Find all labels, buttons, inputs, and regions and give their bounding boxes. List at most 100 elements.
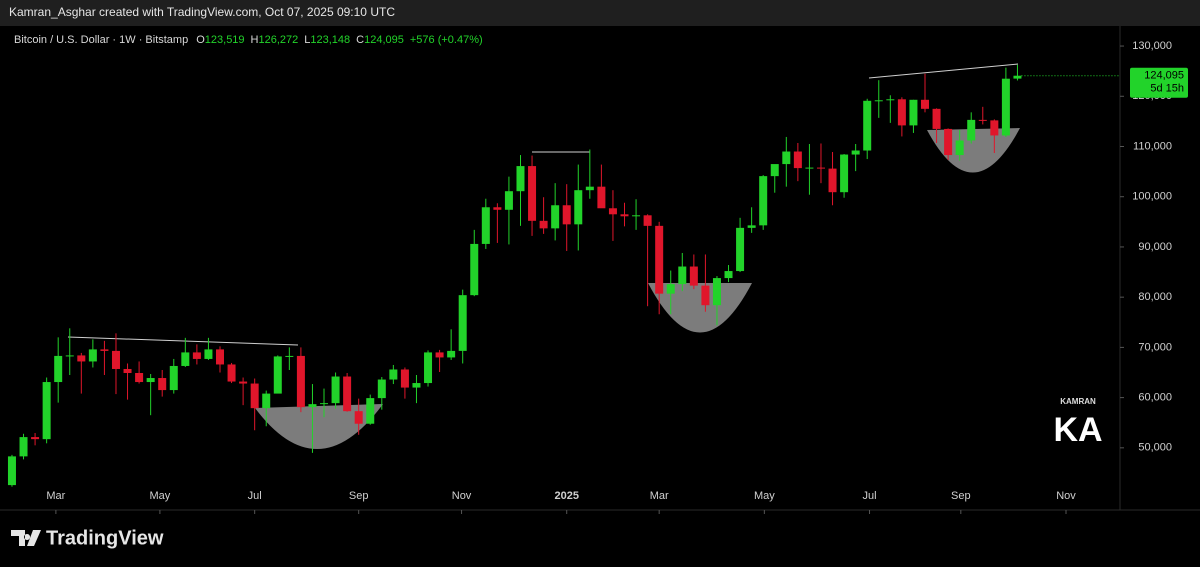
x-tick-label: Jul: [248, 490, 262, 502]
x-tick-label: Mar: [650, 490, 669, 502]
candle-body: [944, 128, 953, 156]
candle-body: [285, 355, 294, 357]
candle-body: [874, 100, 883, 102]
watermark: KAMRAN: [1060, 397, 1096, 406]
trend-line: [67, 336, 299, 346]
candle-body: [828, 168, 837, 193]
candle-body: [412, 383, 421, 388]
candle-body: [135, 373, 144, 383]
candle-body: [689, 266, 698, 286]
candle-body: [851, 150, 860, 155]
price-tag-countdown: 5d 15h: [1150, 83, 1184, 95]
candle-body: [100, 349, 109, 351]
candle-body: [123, 368, 132, 374]
x-tick-label: Sep: [349, 490, 369, 502]
candle-body: [759, 176, 768, 226]
top-bar: [0, 0, 1200, 26]
candle-body: [181, 352, 190, 366]
candle-body: [146, 378, 155, 383]
candle-body: [42, 382, 51, 440]
candle-body: [562, 205, 571, 225]
ohlc-legend: O 123,519 H 126,272 L 123,148 C 124,095 +576 (+0…: [196, 34, 482, 46]
candle-body: [65, 355, 74, 357]
candle-body: [296, 355, 305, 408]
x-tick-label: May: [150, 490, 171, 502]
candle-body: [54, 355, 63, 383]
candle-body: [724, 271, 733, 279]
x-tick-label: Jul: [862, 490, 876, 502]
candle-body: [597, 186, 606, 209]
candle-body: [551, 205, 560, 229]
candle-body: [770, 164, 779, 177]
candle-body: [528, 166, 537, 221]
candle-body: [424, 352, 433, 384]
candle-body: [400, 369, 409, 388]
x-tick-label: Mar: [46, 490, 65, 502]
y-tick-label: 60,000: [1138, 392, 1172, 404]
candle-body: [632, 215, 641, 217]
change: +576 (+0.47%): [410, 34, 483, 46]
candle-body: [782, 151, 791, 165]
candle-body: [77, 355, 86, 362]
x-tick-label: 2025: [554, 490, 578, 502]
stat-value: 124,095: [364, 34, 404, 46]
candle-body: [19, 437, 28, 457]
candle-body: [655, 225, 664, 294]
x-tick-label: May: [754, 490, 775, 502]
stat-key: L: [304, 34, 310, 46]
x-tick-label: Sep: [951, 490, 971, 502]
candle-body: [273, 356, 282, 394]
candle-body: [111, 350, 120, 369]
candle-body: [192, 352, 201, 359]
y-tick-label: 50,000: [1138, 442, 1172, 454]
candle-body: [897, 99, 906, 126]
candle-body: [308, 404, 317, 408]
candle-body: [736, 227, 745, 272]
tv-logo: [11, 530, 41, 546]
watermark-logo: KA: [1053, 411, 1102, 449]
stat-key: C: [356, 34, 364, 46]
price-tag: [1130, 67, 1188, 98]
candle-body: [366, 398, 375, 424]
candle-body: [1001, 78, 1010, 136]
candle-body: [481, 207, 490, 244]
candle-body: [816, 167, 825, 169]
y-tick-label: 70,000: [1138, 341, 1172, 353]
candle-body: [932, 108, 941, 129]
axes: 50,000 60,000 70,000 80,000 90,000 100,000 110…: [46, 40, 1188, 514]
candle-body: [215, 349, 224, 365]
y-tick-label: 110,000: [1133, 140, 1172, 152]
candle-body: [158, 378, 167, 391]
symbol: Bitcoin / U.S. Dollar · 1W · Bitstamp: [14, 34, 188, 46]
stat-value: 123,519: [205, 34, 245, 46]
candle-body: [435, 352, 444, 358]
candle-body: [458, 295, 467, 351]
tv-logo-mark: [11, 530, 41, 546]
candle-body: [666, 284, 675, 294]
candle-body: [920, 99, 929, 109]
y-tick-label: 90,000: [1138, 241, 1172, 253]
candle-body: [574, 190, 583, 225]
candle-body: [805, 167, 814, 169]
stat-value: 126,272: [259, 34, 299, 46]
candle-body: [620, 214, 629, 217]
candle-body: [643, 215, 652, 226]
candle-body: [504, 191, 513, 210]
x-tick-label: Nov: [1056, 490, 1076, 502]
y-tick-label: 100,000: [1132, 191, 1172, 203]
trend-line: [868, 63, 1019, 79]
stat-key: O: [196, 34, 205, 46]
cup-shape: [648, 283, 752, 333]
candle-body: [978, 119, 987, 121]
y-tick-label: 130,000: [1132, 40, 1172, 52]
candle-body: [493, 207, 502, 210]
candle-body: [678, 266, 687, 285]
candle-body: [793, 151, 802, 169]
candle-body: [863, 100, 872, 151]
candle-body: [747, 225, 756, 228]
candle-body: [320, 403, 329, 405]
stat-key: H: [251, 34, 259, 46]
candle-body: [539, 220, 548, 229]
